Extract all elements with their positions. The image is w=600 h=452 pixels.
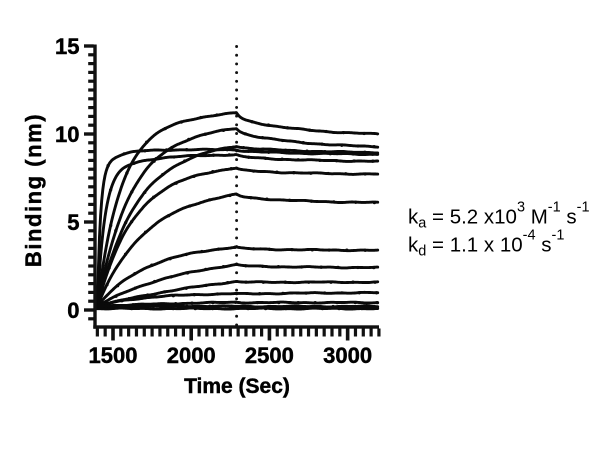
svg-text:5: 5 (67, 210, 79, 235)
svg-text:Time (Sec): Time (Sec) (184, 375, 290, 398)
svg-text:15: 15 (55, 34, 79, 59)
svg-text:10: 10 (55, 122, 79, 147)
svg-text:3000: 3000 (323, 343, 372, 368)
svg-text:kd = 1.1 x 10-4 s-1: kd = 1.1 x 10-4 s-1 (408, 228, 564, 260)
svg-text:0: 0 (67, 298, 79, 323)
svg-text:Binding (nm): Binding (nm) (21, 113, 46, 267)
svg-text:2500: 2500 (245, 343, 294, 368)
svg-text:1500: 1500 (89, 343, 138, 368)
svg-text:2000: 2000 (167, 343, 216, 368)
